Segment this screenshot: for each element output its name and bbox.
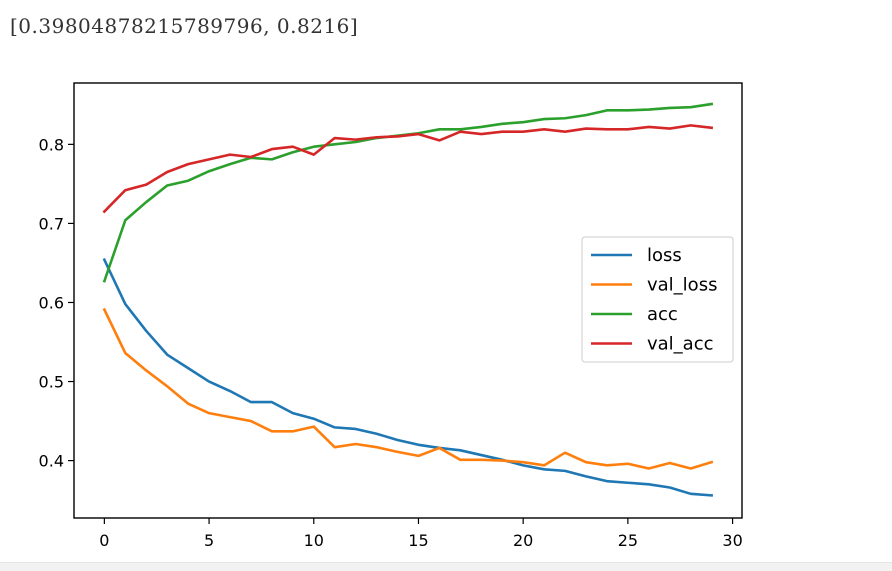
x-tick-label: 5 xyxy=(204,531,214,550)
y-tick-label: 0.6 xyxy=(39,293,64,312)
y-tick-label: 0.4 xyxy=(39,452,64,471)
x-tick-label: 10 xyxy=(304,531,324,550)
series-lines xyxy=(102,102,714,497)
x-tick-label: 0 xyxy=(99,531,109,550)
series-line-val-loss xyxy=(102,307,714,470)
plot-frame xyxy=(73,82,743,519)
scroll-band xyxy=(0,562,892,571)
legend-label-acc: acc xyxy=(647,304,678,325)
legend-box xyxy=(581,236,734,363)
series-line-loss xyxy=(102,258,714,497)
x-tick-label: 15 xyxy=(408,531,428,550)
output-text: [0.39804878215789796, 0.8216] xyxy=(10,14,359,38)
x-tick-label: 25 xyxy=(618,531,638,550)
legend-label-val-acc: val_acc xyxy=(647,334,714,355)
y-tick-label: 0.5 xyxy=(39,373,64,392)
y-tick-label: 0.7 xyxy=(39,214,64,233)
x-tick-label: 20 xyxy=(513,531,533,550)
x-tick-label: 30 xyxy=(722,531,742,550)
axes: 0 5 10 15 20 25 30 0.4 0.5 0.6 0.7 0.8 xyxy=(39,82,743,550)
series-line-val-acc xyxy=(102,124,714,214)
legend-label-loss: loss xyxy=(647,245,682,266)
y-tick-label: 0.8 xyxy=(39,135,64,154)
legend-label-val-loss: val_loss xyxy=(647,275,717,296)
